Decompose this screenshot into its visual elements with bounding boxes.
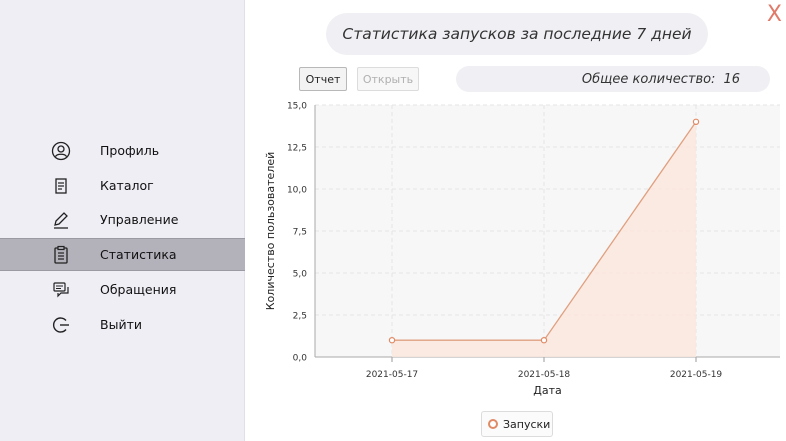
sidebar-item-label: Профиль xyxy=(100,143,160,158)
logout-icon xyxy=(50,314,72,336)
open-button[interactable]: Открыть xyxy=(357,67,419,91)
sidebar-item-label: Каталог xyxy=(100,178,154,193)
user-circle-icon xyxy=(50,140,72,162)
y-tick-label: 0,0 xyxy=(293,354,308,364)
y-tick-label: 2,5 xyxy=(293,312,307,322)
data-point xyxy=(388,336,396,344)
y-tick-label: 12,5 xyxy=(287,144,307,154)
x-tick-label: 2021-05-18 xyxy=(518,370,571,380)
series-area xyxy=(392,121,696,357)
sidebar-item-label: Обращения xyxy=(100,282,177,297)
close-button[interactable]: X xyxy=(766,2,782,27)
total-count-display: Общее количество: 16 xyxy=(456,66,770,92)
sidebar-item-label: Выйти xyxy=(100,317,142,332)
x-tick-label: 2021-05-17 xyxy=(366,370,418,380)
messages-icon xyxy=(50,279,72,301)
sidebar: Профиль Каталог Управление Статистика Об… xyxy=(0,0,245,441)
sidebar-item-profile[interactable]: Профиль xyxy=(0,134,245,167)
data-point xyxy=(692,118,700,125)
y-tick-label: 10,0 xyxy=(287,186,307,196)
report-button[interactable]: Отчет xyxy=(299,67,347,91)
y-axis-label: Количество пользователей xyxy=(264,152,277,311)
total-count-value: 16 xyxy=(723,71,740,87)
chart-legend[interactable]: Запуски xyxy=(481,411,553,437)
catalog-icon xyxy=(50,175,72,197)
sidebar-item-catalog[interactable]: Каталог xyxy=(0,169,245,202)
launch-chart: 0,0 2,5 5,0 7,5 10,0 12,5 15,0 2021-05-17 2021-0… xyxy=(255,95,786,407)
y-tick-label: 7,5 xyxy=(293,228,307,238)
x-tick-label: 2021-05-19 xyxy=(670,370,723,380)
legend-marker xyxy=(488,419,498,429)
sidebar-item-manage[interactable]: Управление xyxy=(0,203,245,236)
y-tick-label: 15,0 xyxy=(287,102,307,112)
sidebar-item-stats[interactable]: Статистика xyxy=(0,238,245,271)
page-title-text: Статистика запусков за последние 7 дней xyxy=(342,25,692,43)
clipboard-list-icon xyxy=(50,244,72,266)
total-count-label: Общее количество: xyxy=(581,71,716,87)
chart-svg: 0,0 2,5 5,0 7,5 10,0 12,5 15,0 2021-05-17 2021-0… xyxy=(264,102,780,397)
y-tick-label: 5,0 xyxy=(293,270,308,280)
legend-label: Запуски xyxy=(503,417,551,431)
x-axis-label: Дата xyxy=(533,384,561,397)
data-point xyxy=(540,336,548,344)
sidebar-item-label: Статистика xyxy=(100,247,177,262)
sidebar-item-label: Управление xyxy=(100,212,179,227)
page-title: Статистика запусков за последние 7 дней xyxy=(326,13,708,55)
sidebar-item-requests[interactable]: Обращения xyxy=(0,273,245,306)
pencil-icon xyxy=(50,209,72,231)
sidebar-item-logout[interactable]: Выйти xyxy=(0,308,245,341)
